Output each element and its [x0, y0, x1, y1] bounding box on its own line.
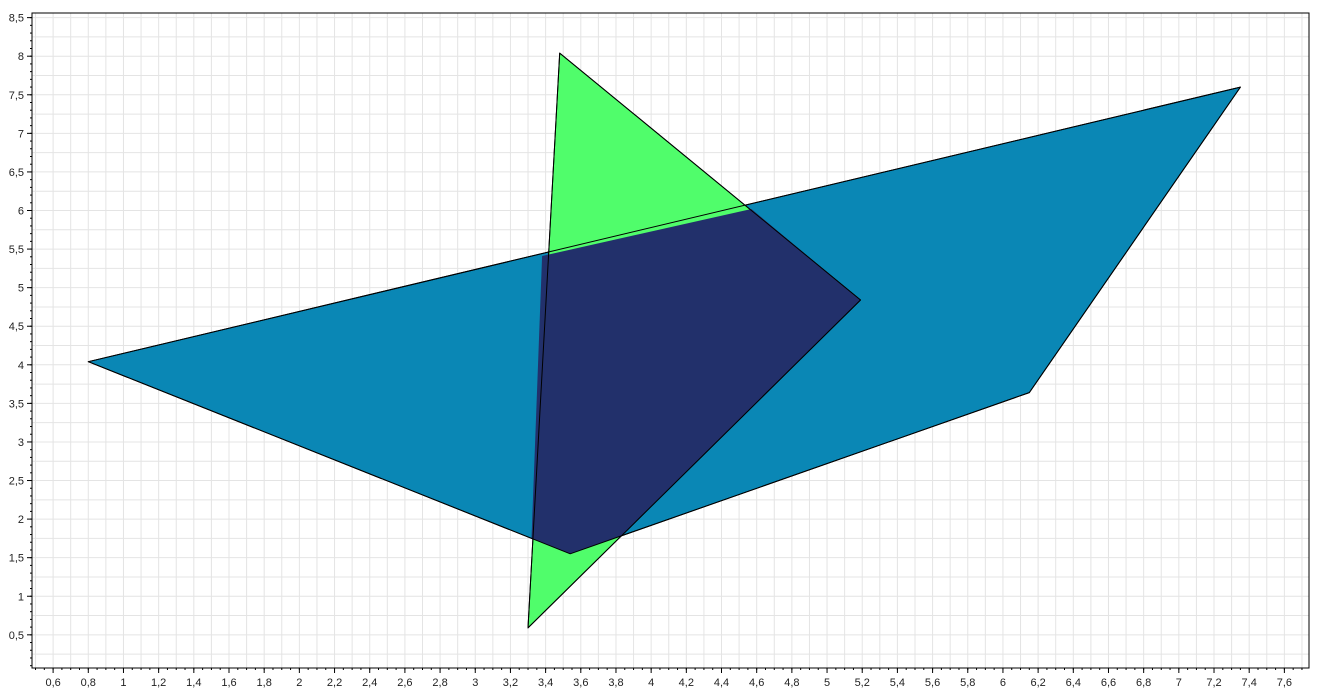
- x-tick-label: 2: [296, 677, 302, 689]
- y-tick-label: 8,5: [9, 13, 24, 25]
- y-tick-label: 6,5: [9, 167, 24, 179]
- overlap-polygon: [531, 209, 861, 554]
- x-tick-label: 7,2: [1206, 677, 1221, 689]
- x-tick-label: 2,6: [397, 677, 412, 689]
- x-tick-label: 5,4: [890, 677, 905, 689]
- x-tick-label: 2,8: [432, 677, 447, 689]
- x-tick-label: 1,4: [186, 677, 201, 689]
- x-tick-label: 4,4: [714, 677, 729, 689]
- series-layer: [87, 52, 1241, 629]
- x-tick-label: 1,8: [257, 677, 272, 689]
- series-1-outline: [87, 86, 1241, 555]
- x-tick-label: 1: [120, 677, 126, 689]
- x-tick-label: 7,6: [1277, 677, 1292, 689]
- x-axis: 0,6 0,8 1 1,2 1,4 1,6 1,8 2 2,2 2,4 2,6 2,8 3 3,2 3,4 3…: [35, 668, 1303, 689]
- x-tick-label: 4: [648, 677, 654, 689]
- x-tick-label: 3,6: [573, 677, 588, 689]
- y-tick-label: 7: [18, 128, 24, 140]
- x-tick-label: 5,2: [855, 677, 870, 689]
- x-tick-label: 3: [472, 677, 478, 689]
- x-tick-label: 2,4: [362, 677, 377, 689]
- x-tick-label: 2,2: [327, 677, 342, 689]
- x-tick-label: 6,6: [1101, 677, 1116, 689]
- x-tick-label: 0,8: [81, 677, 96, 689]
- y-tick-label: 2: [18, 514, 24, 526]
- y-tick-label: 5,5: [9, 244, 24, 256]
- x-tick-label: 3,2: [503, 677, 518, 689]
- y-tick-label: 3,5: [9, 398, 24, 410]
- y-tick-label: 8: [18, 51, 24, 63]
- y-tick-label: 1: [18, 591, 24, 603]
- x-tick-label: 0,6: [45, 677, 60, 689]
- x-tick-label: 4,6: [749, 677, 764, 689]
- x-tick-label: 7,4: [1242, 677, 1257, 689]
- x-tick-label: 1,2: [151, 677, 166, 689]
- y-tick-label: 1,5: [9, 553, 24, 565]
- y-tick-label: 2,5: [9, 476, 24, 488]
- y-axis: 0,5 1 1,5 2 2,5 3 3,5 4 4,5 5 5,5 6 6,5 7 7,5 8 8,5: [9, 13, 32, 667]
- x-tick-label: 3,4: [538, 677, 553, 689]
- y-tick-label: 7,5: [9, 90, 24, 102]
- x-tick-label: 5: [824, 677, 830, 689]
- y-tick-label: 6: [18, 206, 24, 218]
- x-tick-label: 6: [1000, 677, 1006, 689]
- x-tick-label: 6,4: [1066, 677, 1081, 689]
- series-2-outline: [527, 52, 861, 629]
- x-tick-label: 6,2: [1030, 677, 1045, 689]
- x-tick-label: 4,2: [679, 677, 694, 689]
- y-tick-label: 3: [18, 437, 24, 449]
- x-tick-label: 6,8: [1136, 677, 1151, 689]
- y-tick-label: 4: [18, 360, 24, 372]
- x-tick-label: 1,6: [221, 677, 236, 689]
- y-tick-label: 4,5: [9, 321, 24, 333]
- y-tick-label: 0,5: [9, 630, 24, 642]
- x-tick-label: 4,8: [784, 677, 799, 689]
- x-tick-label: 3,8: [608, 677, 623, 689]
- plot-frame: [31, 12, 1310, 669]
- y-tick-label: 5: [18, 283, 24, 295]
- x-tick-label: 5,8: [960, 677, 975, 689]
- x-tick-label: 7: [1176, 677, 1182, 689]
- x-tick-label: 5,6: [925, 677, 940, 689]
